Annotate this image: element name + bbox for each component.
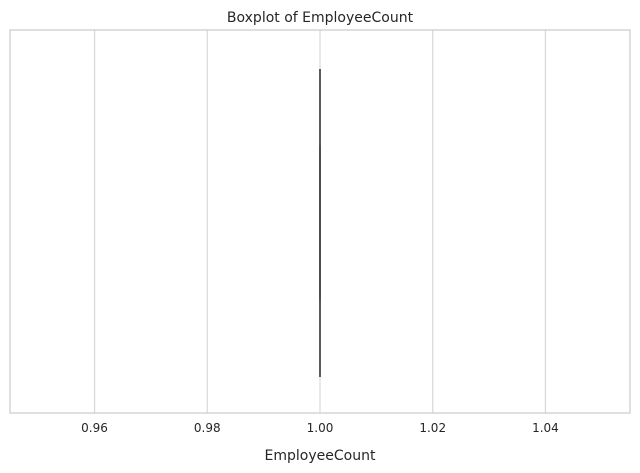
x-tick-label: 0.98	[194, 421, 221, 435]
x-tick-label: 0.96	[81, 421, 108, 435]
x-axis-label: EmployeeCount	[265, 448, 376, 464]
x-tick-labels: 0.96 0.98 1.00 1.02 1.04	[81, 421, 559, 435]
x-tick-label: 1.04	[532, 421, 559, 435]
chart-title: Boxplot of EmployeeCount	[227, 10, 414, 26]
x-tick-label: 1.00	[307, 421, 334, 435]
plot-frame	[9, 29, 631, 414]
x-tick-label: 1.02	[419, 421, 446, 435]
